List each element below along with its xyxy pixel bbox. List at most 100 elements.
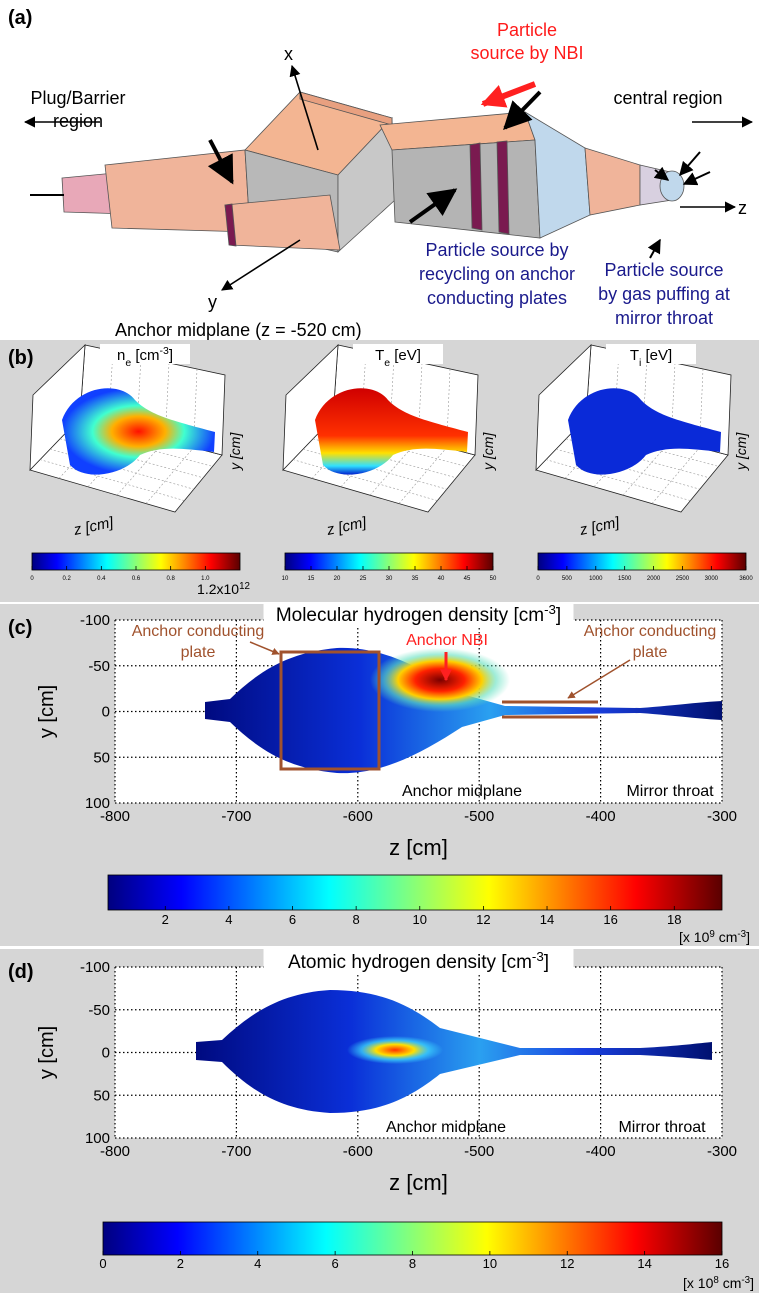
annotation-recycling: recycling on anchor [419,264,575,284]
plot-title-part: -3 [544,602,556,617]
colorbar-tick-label: 8 [353,912,360,927]
plot-title-part: -3 [532,949,544,964]
y-tick-label: -50 [88,658,110,675]
colorbar-max-label-part: 1.2x10 [197,581,239,597]
colorbar-tick-label: 0.4 [97,576,106,582]
colorbar-tick-label: 10 [483,1256,497,1271]
x-tick-label: -300 [707,1143,737,1160]
colorbar-unit-part: cm [715,929,738,945]
plot-title-part: Molecular hydrogen density [cm [276,605,544,626]
colorbar-tick-label: 10 [413,912,427,927]
y-axis-label: y [cm] [36,1026,58,1079]
subplot-title-part: T [630,347,639,364]
x-tick-label: -500 [464,1143,494,1160]
device-geometry [30,92,684,252]
panel-label: (a) [8,7,32,29]
page: { "panel_a": { "label": "(a)", "axis_x":… [0,0,759,1293]
x-tick-label: -300 [707,808,737,825]
colorbar-tick-label: 45 [464,576,471,582]
colorbar-tick-label: 2 [177,1256,184,1271]
colorbar-tick-label: 2000 [647,576,661,582]
x-tick-label: -700 [221,1143,251,1160]
panel-label: (c) [8,617,32,639]
colorbar [538,553,746,570]
y-tick-label: 50 [93,1087,110,1104]
y-tick-label: -100 [80,959,110,976]
annotation-gas: by gas puffing at [598,284,730,304]
annotation-plate: plate [181,644,216,661]
figure: (a)Particlesource by NBIPlug/Barrierregi… [0,0,759,1293]
y-axis-label: y [cm] [36,685,58,738]
annotation-plate: plate [633,644,668,661]
plot-title-part: ] [544,952,549,973]
annotation-plug: region [53,111,103,131]
colorbar-max-label-part: 12 [239,581,250,592]
x-tick-label: -600 [343,1143,373,1160]
x-axis-label: z [cm] [389,1170,448,1195]
subplot-title-part: [eV] [390,347,421,364]
axis-z-label: z [738,198,747,218]
x-tick-label: -400 [586,1143,616,1160]
x-tick-label: -700 [221,808,251,825]
plot-title: Atomic hydrogen density [cm-3] [288,949,549,974]
colorbar-tick-label: 2 [162,912,169,927]
colorbar-tick-label: 6 [289,912,296,927]
panel-label: (d) [8,961,34,983]
density-hotspot [347,1036,443,1064]
colorbar-tick-label: 0.8 [166,576,175,582]
colorbar-tick-label: 25 [360,576,367,582]
colorbar-tick-label: 6 [332,1256,339,1271]
annotation-midplane: Anchor midplane [402,783,522,800]
axis-y-label: y [208,292,217,312]
y-tick-label: -50 [88,1002,110,1019]
annotation-plate: Anchor conducting [584,623,717,640]
annotation-recycling: conducting plates [427,288,567,308]
colorbar-tick-label: 1500 [618,576,632,582]
colorbar-tick-label: 2500 [676,576,690,582]
subplot-y-label: y [cm] [480,432,496,471]
colorbar-tick-label: 20 [334,576,341,582]
y-tick-label: 100 [85,1130,110,1147]
plot-title-part: Atomic hydrogen density [cm [288,952,532,973]
x-axis-label: z [cm] [389,835,448,860]
y-tick-label: 0 [102,1045,110,1062]
colorbar-tick-label: 40 [438,576,445,582]
plot-title: Molecular hydrogen density [cm-3] [276,602,561,627]
subplot-title-part: -3 [160,345,169,357]
annotation-nbi: source by NBI [470,43,583,63]
colorbar-unit-part: [x 10 [679,929,710,945]
axis-x-label: x [284,44,293,64]
colorbar-tick-label: 35 [412,576,419,582]
density-hotspot [370,648,510,712]
x-tick-label: -600 [343,808,373,825]
panel-label: (b) [8,347,34,369]
colorbar-tick-label: 4 [254,1256,261,1271]
colorbar-tick-label: 3000 [705,576,719,582]
colorbar-tick-label: 500 [562,576,573,582]
x-tick-label: -400 [586,808,616,825]
colorbar [108,875,722,910]
annotation-mirror: Mirror throat [618,1119,706,1136]
subplot-y-label: y [cm] [733,432,749,471]
annotation-plug: Plug/Barrier [30,88,125,108]
x-tick-label: -500 [464,808,494,825]
subplot-title-part: [eV] [641,347,672,364]
annotation-recycling: Particle source by [425,240,568,260]
annotation-midplane: Anchor midplane (z = -520 cm) [115,320,362,340]
colorbar-tick-label: 30 [386,576,393,582]
colorbar-tick-label: 12 [560,1256,574,1271]
colorbar-tick-label: 10 [282,576,289,582]
colorbar-tick-label: 1000 [589,576,603,582]
y-tick-label: -100 [80,612,110,629]
subplot-title-part: n [117,347,125,364]
subplot-y-label: y [cm] [227,432,243,471]
colorbar-unit-part: cm [719,1275,742,1291]
colorbar-tick-label: 15 [308,576,315,582]
subplot-title-part: T [375,347,384,364]
colorbar-tick-label: 14 [540,912,554,927]
colorbar-tick-label: 50 [490,576,497,582]
annotation-plate: Anchor conducting [132,623,265,640]
plot-title-part: ] [556,605,561,626]
colorbar-unit-part: ] [750,1275,754,1291]
y-tick-label: 50 [93,749,110,766]
